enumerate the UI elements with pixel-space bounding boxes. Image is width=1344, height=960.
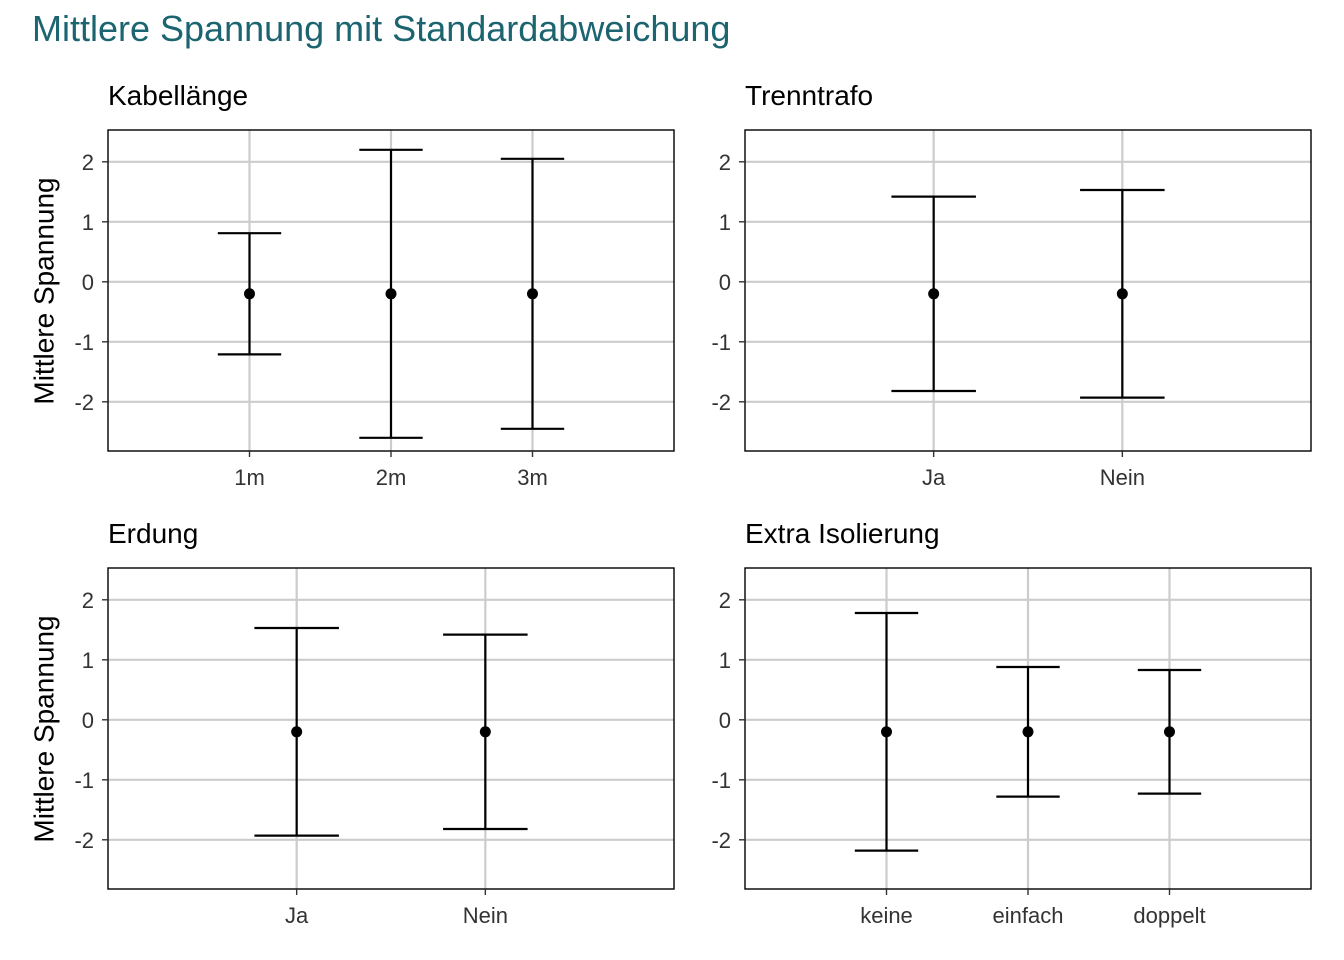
y-tick-label: 1	[719, 648, 731, 673]
x-tick-label: doppelt	[1133, 903, 1205, 928]
y-tick-label: -1	[74, 768, 94, 793]
y-tick-label: 0	[82, 270, 94, 295]
panel-border	[107, 567, 675, 890]
y-tick-label: 1	[82, 648, 94, 673]
y-tick-label: 1	[82, 210, 94, 235]
y-tick-label: -1	[711, 330, 731, 355]
mean-point	[928, 288, 940, 300]
x-tick-label: keine	[860, 903, 913, 928]
mean-point	[244, 288, 255, 300]
x-tick-label: Ja	[285, 903, 309, 928]
panel-title: Trenntrafo	[745, 80, 874, 111]
y-tick-label: 2	[82, 150, 94, 175]
x-tick-label: Nein	[463, 903, 508, 928]
y-tick-label: -2	[74, 390, 94, 415]
y-tick-label: 2	[719, 150, 731, 175]
mean-point	[1116, 288, 1128, 300]
panel-title: Erdung	[108, 518, 199, 549]
y-tick-label: -1	[74, 330, 94, 355]
mean-point	[291, 726, 303, 738]
panel-border	[744, 129, 1312, 452]
y-tick-label: 0	[82, 708, 94, 733]
x-tick-label: einfach	[993, 903, 1064, 928]
x-tick-label: 2m	[376, 465, 407, 490]
y-tick-label: -1	[711, 768, 731, 793]
y-tick-label: -2	[74, 828, 94, 853]
y-tick-label: 0	[719, 270, 731, 295]
main-title: Mittlere Spannung mit Standardabweichung	[32, 8, 731, 49]
x-tick-label: Ja	[922, 465, 946, 490]
x-tick-label: 1m	[234, 465, 265, 490]
y-tick-label: -2	[711, 390, 731, 415]
x-tick-label: 3m	[517, 465, 548, 490]
y-tick-label: 1	[719, 210, 731, 235]
y-tick-label: 2	[82, 588, 94, 613]
mean-point	[385, 288, 397, 300]
mean-point	[881, 726, 892, 738]
mean-point	[1022, 726, 1034, 738]
mean-point	[1164, 726, 1175, 738]
y-tick-label: -2	[711, 828, 731, 853]
panel-title: Kabellänge	[108, 80, 249, 111]
panel-title: Extra Isolierung	[745, 518, 940, 549]
y-tick-label: 0	[719, 708, 731, 733]
x-tick-label: Nein	[1100, 465, 1145, 490]
y-tick-label: 2	[719, 588, 731, 613]
mean-point	[479, 726, 491, 738]
mean-point	[527, 288, 538, 300]
